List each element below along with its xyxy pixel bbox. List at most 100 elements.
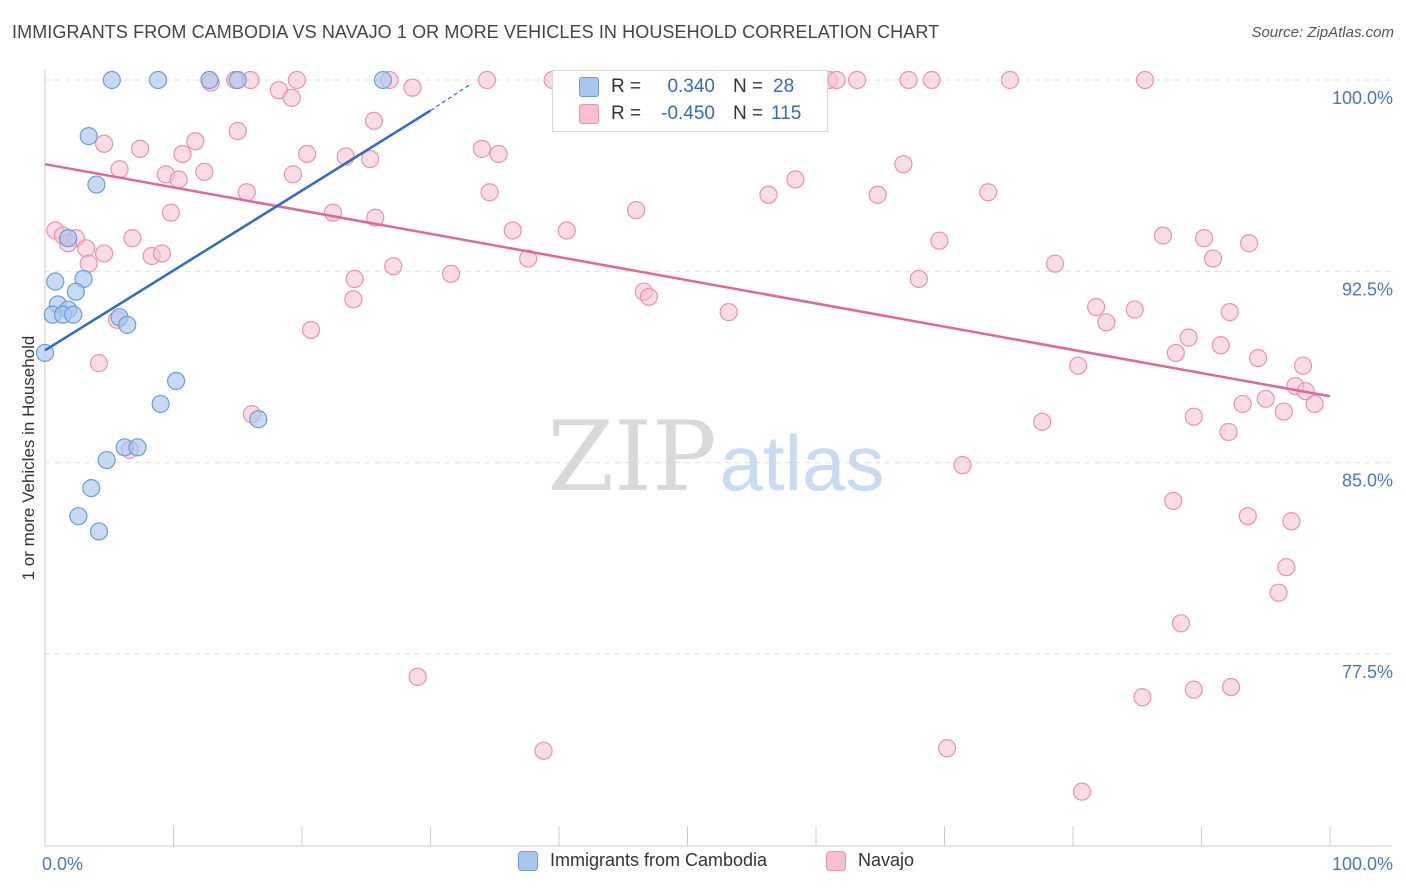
navajo-point bbox=[1069, 356, 1088, 375]
cambodia-trend-line bbox=[44, 109, 432, 352]
legend-item-cambodia[interactable]: Immigrants from Cambodia bbox=[518, 850, 767, 871]
source-credit: Source: ZipAtlas.com bbox=[1251, 24, 1394, 41]
cambodia-point bbox=[118, 315, 137, 334]
cambodia-point bbox=[79, 127, 98, 146]
navajo-point bbox=[186, 132, 205, 151]
cambodia-point bbox=[373, 70, 393, 90]
navajo-point bbox=[868, 185, 887, 204]
navajo-point bbox=[1220, 303, 1239, 322]
navajo-point bbox=[77, 239, 96, 258]
navajo-point bbox=[95, 244, 114, 263]
r-label: R = bbox=[611, 103, 642, 124]
cambodia-trend-extension bbox=[430, 84, 470, 112]
cambodia-point bbox=[82, 479, 101, 498]
axes bbox=[44, 70, 1392, 847]
navajo-point bbox=[503, 221, 522, 240]
navajo-point bbox=[534, 741, 553, 760]
x-tick-label: 100.0% bbox=[1332, 854, 1393, 874]
navajo-point bbox=[489, 144, 508, 164]
navajo-point bbox=[441, 264, 461, 283]
navajo-point bbox=[283, 165, 303, 184]
navajo-point bbox=[937, 739, 957, 758]
navajo-point bbox=[1274, 402, 1293, 421]
cambodia-r-value: 0.340 bbox=[667, 76, 715, 97]
navajo-point bbox=[345, 269, 364, 289]
navajo-r-value: -0.450 bbox=[661, 103, 715, 124]
navajo-point bbox=[408, 667, 427, 686]
navajo-point bbox=[323, 203, 342, 222]
navajo-point bbox=[1219, 422, 1238, 442]
watermark-zip: ZIP bbox=[547, 401, 716, 513]
navajo-point bbox=[759, 185, 778, 204]
navajo-point bbox=[899, 70, 918, 90]
tick-labels: 100.0% 92.5% 85.0% 77.5% 0.0% 100.0% 1 or more… bbox=[19, 88, 1393, 874]
navajo-point bbox=[1221, 677, 1241, 697]
navajo-point bbox=[894, 155, 913, 174]
watermark-atlas: atlas bbox=[720, 419, 885, 507]
cambodia-points bbox=[35, 70, 393, 541]
navajo-point bbox=[195, 162, 214, 181]
navajo-point bbox=[361, 149, 380, 169]
n-label: N = bbox=[733, 76, 764, 97]
navajo-point bbox=[1125, 300, 1144, 319]
navajo-point bbox=[1211, 336, 1230, 355]
cambodia-point bbox=[102, 70, 121, 90]
navajo-point bbox=[298, 144, 317, 164]
navajo-point bbox=[557, 221, 576, 240]
stats-legend: R = 0.340 N = 28 R = -0.450 N = 115 bbox=[552, 70, 828, 132]
y-tick-label: 100.0% bbox=[1332, 88, 1393, 108]
navajo-point bbox=[173, 144, 192, 164]
cambodia-point bbox=[151, 394, 170, 414]
navajo-point bbox=[1203, 249, 1223, 268]
navajo-point bbox=[344, 290, 363, 309]
stats-row-navajo: R = -0.450 N = 115 bbox=[553, 101, 827, 127]
navajo-point bbox=[1194, 229, 1214, 248]
navajo-point bbox=[472, 139, 491, 158]
cambodia-point bbox=[59, 229, 78, 248]
cambodia-swatch bbox=[579, 77, 599, 97]
navajo-point bbox=[1305, 394, 1324, 414]
navajo-point bbox=[1153, 226, 1173, 245]
navajo-trend-line bbox=[44, 162, 1331, 398]
navajo-point bbox=[1269, 583, 1288, 602]
cambodia-point bbox=[97, 450, 116, 470]
legend-item-navajo[interactable]: Navajo bbox=[826, 850, 914, 871]
navajo-point bbox=[1233, 394, 1252, 414]
navajo-point bbox=[848, 70, 867, 90]
navajo-point bbox=[1179, 328, 1198, 347]
navajo-n-value: 115 bbox=[771, 103, 802, 124]
navajo-point bbox=[110, 160, 129, 179]
navajo-point bbox=[909, 269, 928, 289]
navajo-point bbox=[1000, 70, 1020, 90]
cambodia-point bbox=[87, 175, 106, 194]
cambodia-point bbox=[69, 507, 88, 526]
grid-lines bbox=[45, 79, 1392, 655]
navajo-point bbox=[130, 139, 150, 158]
navajo-point bbox=[1171, 614, 1191, 633]
navajo-point bbox=[930, 231, 949, 250]
navajo-swatch bbox=[579, 104, 599, 124]
r-label: R = bbox=[611, 76, 642, 97]
cambodia-point bbox=[249, 410, 268, 429]
navajo-point bbox=[282, 88, 301, 107]
navajo-point bbox=[1045, 254, 1065, 273]
navajo-point bbox=[1087, 297, 1106, 317]
navajo-point bbox=[639, 287, 659, 306]
navajo-point bbox=[1133, 688, 1152, 707]
cambodia-point bbox=[166, 371, 186, 391]
navajo-point bbox=[1248, 348, 1268, 368]
navajo-legend-swatch bbox=[826, 850, 846, 871]
cambodia-legend-swatch bbox=[518, 850, 538, 871]
navajo-point bbox=[403, 78, 422, 97]
navajo-point bbox=[237, 183, 256, 202]
x-tick-label: 0.0% bbox=[42, 854, 83, 874]
navajo-point bbox=[1097, 313, 1116, 332]
navajo-point bbox=[786, 170, 805, 189]
legend-label-navajo: Navajo bbox=[858, 850, 915, 870]
navajo-point bbox=[1277, 558, 1296, 577]
navajo-point bbox=[477, 70, 497, 90]
navajo-point bbox=[1164, 491, 1183, 510]
cambodia-point bbox=[64, 305, 83, 324]
navajo-point bbox=[922, 70, 941, 90]
cambodia-point bbox=[46, 272, 65, 291]
